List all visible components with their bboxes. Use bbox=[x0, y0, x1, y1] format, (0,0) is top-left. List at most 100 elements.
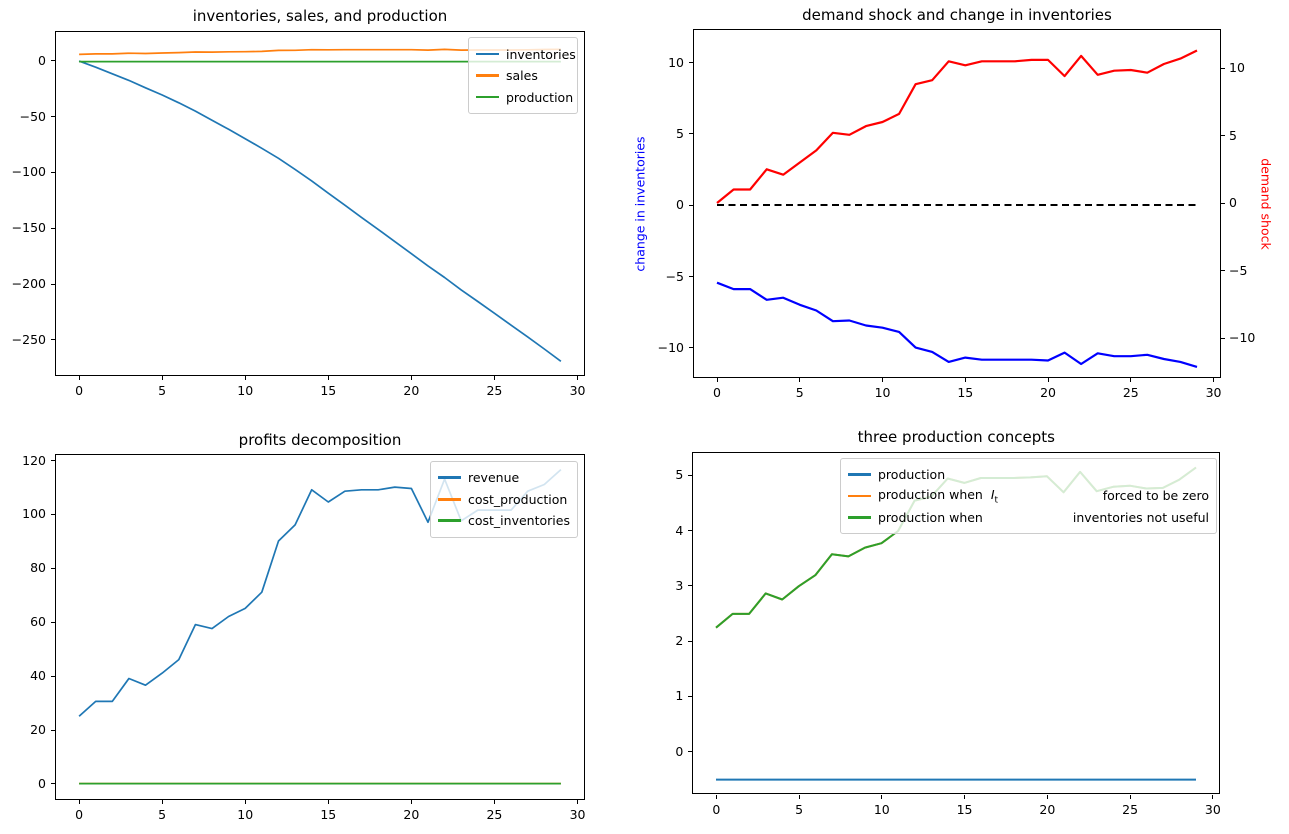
y-tick-label: 0 bbox=[38, 52, 46, 68]
x-tick bbox=[798, 794, 800, 799]
y-tick-label: 10 bbox=[668, 54, 684, 70]
legend-item: cost_production bbox=[438, 489, 570, 511]
x-tick bbox=[882, 378, 884, 383]
profits-decomposition-axes bbox=[55, 454, 585, 800]
legend-item: production bbox=[848, 464, 1209, 486]
x-tick bbox=[799, 378, 801, 383]
legend: production production when It forced to be… bbox=[840, 457, 1217, 535]
legend-swatch bbox=[476, 95, 499, 99]
y-tick-label: −100 bbox=[11, 164, 46, 180]
x-tick bbox=[577, 799, 579, 804]
x-tick-label: 30 bbox=[1205, 385, 1222, 401]
x-tick-label: 5 bbox=[795, 385, 804, 401]
y-tick-right-label: −10 bbox=[1229, 330, 1256, 346]
y-tick-right bbox=[1221, 270, 1225, 272]
x-tick-label: 25 bbox=[486, 806, 503, 822]
y-tick-label: 2 bbox=[675, 633, 684, 649]
y-tick-label: 0 bbox=[675, 743, 684, 759]
legend: revenue cost_production cost_inventories bbox=[430, 461, 578, 538]
x-tick-label: 10 bbox=[237, 806, 254, 822]
x-tick bbox=[1212, 794, 1214, 799]
y-tick bbox=[687, 474, 692, 476]
x-tick bbox=[964, 794, 966, 799]
legend-item: production when It forced to be zero bbox=[848, 485, 1209, 507]
y-tick-right bbox=[1221, 337, 1225, 339]
y-tick-label: −50 bbox=[19, 108, 46, 124]
legend-swatch bbox=[438, 476, 461, 480]
y-tick-label: 5 bbox=[676, 125, 684, 141]
x-tick bbox=[327, 799, 329, 804]
y-tick-label: −150 bbox=[11, 220, 46, 236]
legend-label-right: forced to be zero bbox=[1102, 488, 1209, 504]
x-tick-label: 20 bbox=[403, 806, 420, 822]
legend-item: sales bbox=[476, 65, 570, 87]
y-tick bbox=[687, 640, 692, 642]
y-tick bbox=[50, 227, 55, 229]
legend-label-right: inventories not useful bbox=[1072, 509, 1209, 525]
y-tick bbox=[687, 530, 692, 532]
x-tick bbox=[410, 799, 412, 804]
y-tick-right-label: 5 bbox=[1229, 127, 1237, 143]
y-tick bbox=[688, 133, 693, 135]
x-tick bbox=[244, 376, 246, 381]
legend-swatch bbox=[438, 497, 461, 501]
y-tick-right bbox=[1221, 67, 1225, 69]
legend: inventories sales production bbox=[468, 37, 578, 114]
x-tick-label: 15 bbox=[957, 385, 974, 401]
math-var: I bbox=[990, 486, 995, 502]
x-tick-label: 30 bbox=[569, 383, 586, 399]
y-tick-label: 0 bbox=[38, 775, 46, 791]
demand-shock-change-in-inventories-axes bbox=[693, 29, 1221, 379]
y-tick bbox=[50, 783, 55, 785]
plot-title-profits-decomposition: profits decomposition bbox=[238, 430, 402, 449]
legend-item: cost_inventories bbox=[438, 510, 570, 532]
legend-label: production when bbox=[878, 509, 983, 525]
x-tick bbox=[161, 799, 163, 804]
x-tick bbox=[1213, 378, 1215, 383]
x-tick-label: 15 bbox=[320, 383, 337, 399]
y-tick bbox=[50, 567, 55, 569]
y-tick bbox=[688, 347, 693, 349]
x-tick-label: 30 bbox=[1204, 801, 1221, 817]
y-tick bbox=[688, 276, 693, 278]
x-tick bbox=[493, 376, 495, 381]
y-tick bbox=[50, 513, 55, 515]
three-production-concepts-axes bbox=[692, 451, 1221, 795]
y-tick-label: 20 bbox=[30, 722, 46, 738]
legend-swatch bbox=[476, 52, 499, 56]
legend-item: revenue bbox=[438, 467, 570, 489]
x-tick bbox=[1047, 378, 1049, 383]
x-tick-label: 0 bbox=[712, 801, 721, 817]
x-tick bbox=[716, 378, 718, 383]
y-tick-label: 100 bbox=[22, 506, 46, 522]
x-tick-label: 5 bbox=[795, 801, 804, 817]
y-tick-right bbox=[1221, 202, 1225, 204]
y-tick bbox=[50, 116, 55, 118]
y-tick bbox=[50, 621, 55, 623]
y-tick bbox=[50, 60, 55, 62]
legend-item: inventories bbox=[476, 43, 576, 65]
demand-shock-change-in-inventories-canvas bbox=[716, 49, 1198, 369]
x-tick-label: 10 bbox=[237, 383, 254, 399]
legend-swatch bbox=[848, 494, 871, 498]
x-tick bbox=[1129, 794, 1131, 799]
x-tick-label: 0 bbox=[75, 806, 84, 822]
legend-item: production bbox=[476, 86, 573, 108]
y-tick-label: 60 bbox=[30, 614, 46, 630]
legend-item: production when inventories not useful bbox=[848, 507, 1209, 529]
inventories-sales-production-axes bbox=[55, 30, 585, 377]
x-tick-label: 20 bbox=[403, 383, 420, 399]
x-tick-label: 5 bbox=[158, 806, 167, 822]
legend-swatch bbox=[848, 516, 871, 519]
plot-title-demand-shock: demand shock and change in inventories bbox=[802, 5, 1112, 24]
x-tick-label: 20 bbox=[1040, 385, 1056, 401]
y-tick bbox=[688, 62, 693, 64]
math-sub: t bbox=[994, 495, 999, 506]
x-tick-label: 30 bbox=[569, 806, 586, 822]
y-tick-label: −200 bbox=[11, 276, 46, 292]
legend-label: sales bbox=[506, 68, 538, 84]
y-tick-right-label: 10 bbox=[1229, 60, 1245, 76]
x-tick bbox=[244, 799, 246, 804]
